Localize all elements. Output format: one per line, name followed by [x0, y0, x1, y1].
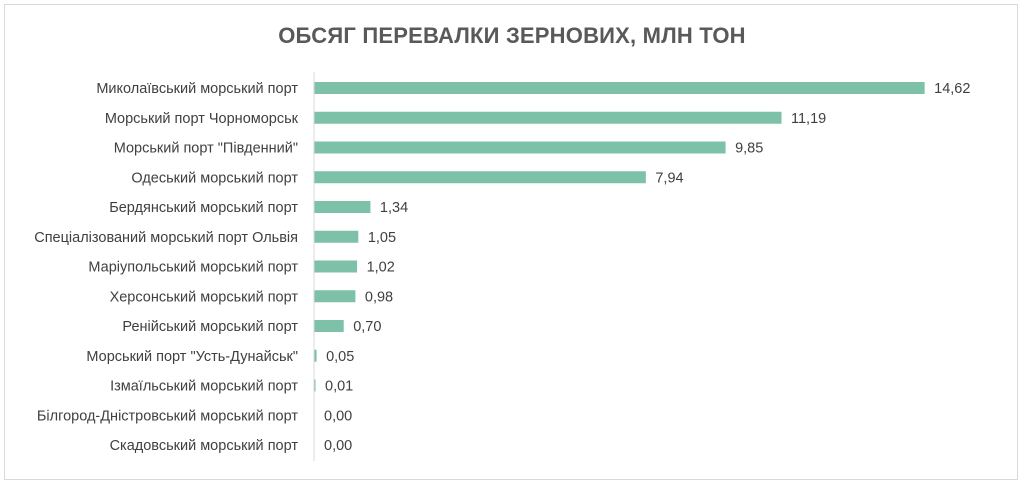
- data-label: 9,85: [735, 141, 763, 157]
- category-label: Морський порт "Усть-Дунайськ": [86, 349, 298, 365]
- data-label: 1,05: [368, 230, 396, 246]
- data-label: 0,70: [353, 319, 381, 335]
- data-label: 0,00: [324, 408, 352, 424]
- chart-title: ОБСЯГ ПЕРЕВАЛКИ ЗЕРНОВИХ, МЛН ТОН: [278, 23, 746, 48]
- data-label: 7,94: [655, 170, 683, 186]
- category-label: Одеський морський порт: [131, 170, 298, 186]
- category-label: Херсонський морський порт: [110, 289, 299, 305]
- category-label: Морський порт "Південний": [114, 141, 298, 157]
- bar: [314, 82, 925, 94]
- bar: [314, 230, 359, 243]
- data-label: 0,98: [365, 289, 393, 305]
- category-label: Спеціалізований морський порт Ольвія: [34, 230, 298, 246]
- bar: [314, 349, 317, 362]
- data-label: 14,62: [934, 81, 970, 97]
- category-label: Морський порт Чорноморськ: [105, 111, 299, 127]
- data-label: 1,02: [367, 260, 395, 276]
- data-label: 0,01: [325, 379, 353, 395]
- bars-group: Миколаївський морський порт 14,62 Морський…: [34, 81, 970, 454]
- bar: [314, 290, 356, 303]
- category-label: Миколаївський морський порт: [96, 81, 298, 97]
- category-label: Ренійський морський порт: [122, 319, 298, 335]
- data-label: 11,19: [791, 111, 826, 127]
- bar: [314, 141, 726, 154]
- category-label: Ізмаїльський морський порт: [110, 379, 298, 395]
- bar: [314, 201, 371, 213]
- data-label: 0,00: [324, 438, 352, 454]
- bar: [314, 320, 344, 332]
- category-label: Білгород-Дністровський морський порт: [37, 408, 298, 424]
- category-label: Скадовський морський порт: [110, 438, 299, 454]
- category-label: Маріупольський морський порт: [88, 260, 298, 276]
- bar: [314, 171, 646, 184]
- data-label: 0,05: [326, 349, 354, 365]
- bar: [314, 260, 358, 273]
- category-label: Бердянський морський порт: [109, 200, 298, 216]
- bar: [314, 111, 782, 124]
- bar: [314, 379, 316, 392]
- data-label: 1,34: [380, 200, 408, 216]
